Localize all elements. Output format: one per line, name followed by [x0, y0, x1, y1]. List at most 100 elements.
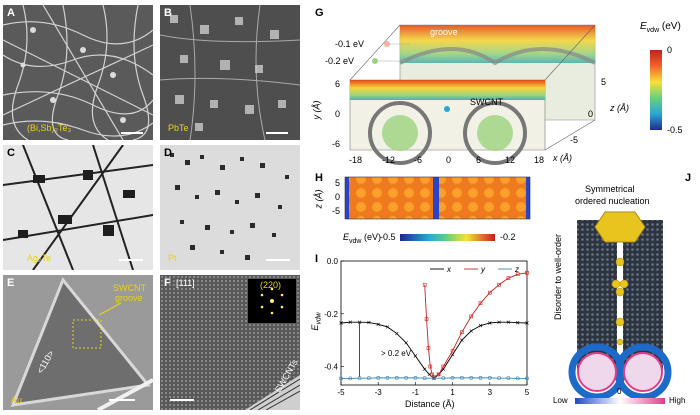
data-point-z [422, 376, 427, 381]
data-point-x [497, 320, 501, 324]
panel-j-letter: J [685, 172, 692, 184]
data-point-z [376, 375, 381, 380]
data-point-y [478, 301, 483, 306]
data-point-z [367, 376, 371, 381]
data-point-x [422, 367, 427, 371]
data-point-y [422, 282, 427, 287]
panel-c-texture [3, 145, 153, 270]
data-point-z [413, 375, 418, 380]
data-point-z [497, 376, 502, 381]
panel-j-side-3: well-order [553, 233, 564, 274]
panel-h-letter: H [315, 172, 323, 184]
panel-f-zone: [111] [176, 278, 195, 288]
data-point-x [488, 321, 492, 325]
data-point-y [525, 271, 529, 275]
x-tick-label: -1 [412, 388, 420, 397]
panel-g-figure [349, 24, 662, 165]
data-point-y [469, 314, 473, 319]
panel-d-texture [160, 145, 300, 270]
panel-j-side-2: to [553, 275, 564, 284]
panel-j-zero: 0 [617, 387, 622, 396]
panel-g-ytick: 6 [335, 79, 341, 89]
data-point-z [357, 376, 362, 381]
panel-b-texture [160, 5, 300, 140]
panel-g-ztick: 5 [601, 77, 607, 87]
data-point-y [497, 282, 501, 287]
panel-g-cbar-max: 0 [667, 45, 673, 55]
legend-label-z: z [514, 265, 519, 274]
data-point-x [376, 322, 380, 327]
data-point-x [348, 320, 353, 324]
data-point-y [515, 272, 520, 276]
data-point-z [404, 375, 409, 380]
data-point-z [487, 375, 492, 380]
data-point-x [460, 338, 464, 342]
x-tick-label: 3 [488, 388, 493, 397]
data-point-x [413, 354, 418, 358]
data-point-y [488, 290, 492, 295]
data-point-z [459, 375, 464, 380]
panel-d-micrograph: D Pt [160, 145, 300, 270]
panel-g: G groove SWCNT -0.1 eV -0.2 eV y (Å) z (… [305, 5, 700, 170]
panel-i-ylabel-subscript: vdw [315, 312, 323, 325]
panel-j-high: High [669, 396, 686, 405]
panel-e-letter: E [7, 277, 15, 289]
panel-e-scalebar [109, 399, 135, 401]
data-point-x [478, 323, 483, 328]
panel-h-cbar-min: -0.5 [380, 232, 396, 242]
panel-h-cbar-subscript: vdw [349, 237, 362, 245]
panel-h-cbar-max: -0.2 [500, 232, 516, 242]
series-line-x [340, 321, 528, 379]
panel-g-xtick: -6 [414, 155, 423, 165]
panel-d-scalebar [266, 259, 290, 261]
x-tick-label: -3 [375, 388, 383, 397]
data-point-y [450, 348, 455, 353]
data-point-y [436, 372, 441, 377]
panel-d-letter: D [164, 147, 172, 159]
data-point-z [525, 376, 529, 381]
y-tick-label: -0.2 [324, 310, 338, 319]
panel-g-energy-2: -0.2 eV [325, 56, 355, 66]
data-point-y [428, 364, 433, 369]
panel-j-title-1: Symmetrical [585, 184, 635, 194]
data-point-z [469, 375, 474, 380]
panel-i-annotation: > 0.2 eV [381, 349, 412, 358]
panel-f-micrograph: F [111] (220) SWCNTs [160, 275, 300, 410]
data-point-z [441, 376, 446, 381]
panel-j-side-1: Disorder [553, 286, 564, 321]
panel-c-label: Ag₂Te [27, 253, 52, 263]
panel-j-low: Low [553, 396, 568, 405]
data-point-z [450, 375, 455, 380]
panel-c-micrograph: C Ag₂Te [3, 145, 153, 270]
data-point-y [426, 346, 431, 350]
data-point-y [430, 372, 434, 377]
panel-g-swcnt-label: SWCNT [470, 97, 503, 107]
panel-a-letter: A [7, 7, 15, 19]
panel-g-energy-1: -0.1 eV [335, 39, 365, 49]
chart-plot-frame [340, 260, 528, 386]
panel-b-scalebar [266, 132, 288, 134]
data-point-z [339, 376, 343, 381]
data-point-z [348, 376, 353, 381]
panel-i-ylabel: Evdw [310, 312, 323, 330]
panel-h-cbar-label: Evdw (eV) [343, 232, 381, 245]
data-point-x [367, 320, 371, 325]
x-tick-label: -5 [337, 388, 345, 397]
panel-g-xaxis-label: x (Å) [553, 153, 572, 163]
panel-g-letter: G [315, 7, 324, 19]
panel-j-side-label: Disorder to well-order [553, 234, 563, 320]
panel-g-xtick: 6 [476, 155, 482, 165]
panel-g-zaxis-label: z (Å) [610, 103, 629, 113]
panel-j: J Symmetrical ordered nucleation Disorde… [545, 172, 700, 412]
panel-e-annot-swcnt: SWCNT [113, 283, 146, 293]
panel-g-cbar-title: Evdw (eV) [640, 21, 681, 34]
data-point-x [450, 352, 455, 357]
panel-g-xtick: -12 [382, 155, 396, 165]
data-point-z [385, 375, 390, 380]
panel-e-texture [3, 275, 153, 410]
panel-g-cbar-subscript: vdw [646, 27, 660, 34]
data-point-y [441, 364, 446, 369]
panel-a-scalebar [121, 132, 143, 134]
panel-g-cbar-symbol: E [640, 21, 647, 32]
data-point-x [525, 321, 529, 325]
